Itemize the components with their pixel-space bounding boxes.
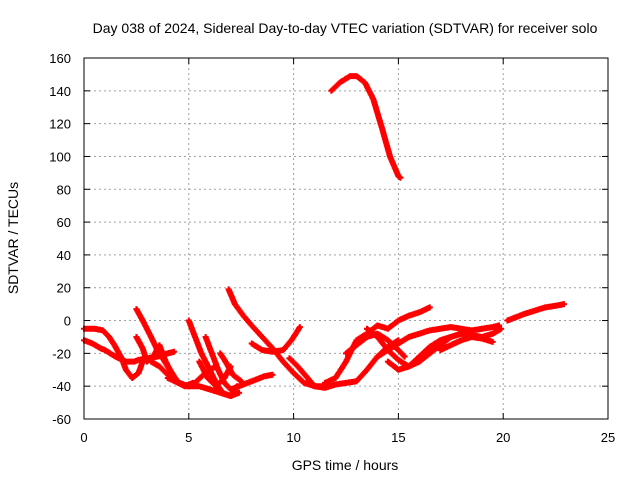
x-tick-label: 15	[391, 430, 405, 445]
chart-title: Day 038 of 2024, Sidereal Day-to-day VTE…	[93, 20, 598, 36]
data-point-markers	[328, 73, 404, 181]
data-series	[196, 358, 234, 390]
y-tick-label: 100	[49, 149, 71, 164]
data-point-markers	[437, 334, 496, 354]
axis-ticks: -60 -40 -20 0 20 40 60 80 100 120 140 160 0 5 10 15 20 25	[49, 51, 615, 445]
y-tick-label: 20	[57, 281, 71, 296]
x-tick-label: 0	[80, 430, 87, 445]
data-series	[248, 324, 303, 355]
plot-frame	[83, 57, 609, 420]
data-point-markers	[322, 304, 433, 386]
grid-lines	[84, 58, 608, 419]
data-series	[374, 322, 502, 360]
y-axis-label: SDTVAR / TECUs	[5, 182, 21, 294]
y-tick-label: 40	[57, 248, 71, 263]
data-point-markers	[374, 322, 502, 360]
data-series	[133, 334, 178, 381]
data-point-markers	[248, 324, 303, 355]
data-series	[328, 73, 404, 181]
y-tick-label: -60	[52, 412, 71, 427]
y-tick-label: 160	[49, 51, 71, 66]
data-marks	[81, 73, 567, 399]
y-tick-label: 80	[57, 182, 71, 197]
data-point-markers	[225, 286, 326, 390]
x-tick-label: 25	[601, 430, 615, 445]
y-tick-label: 140	[49, 84, 71, 99]
y-tick-label: -40	[52, 379, 71, 394]
x-tick-label: 5	[185, 430, 192, 445]
data-series	[437, 334, 496, 354]
y-tick-label: 120	[49, 117, 71, 132]
y-tick-label: 0	[64, 314, 71, 329]
data-series	[322, 304, 433, 386]
x-tick-label: 10	[286, 430, 300, 445]
data-point-markers	[504, 301, 567, 324]
y-tick-label: -20	[52, 346, 71, 361]
x-tick-label: 20	[496, 430, 510, 445]
data-series	[225, 286, 326, 390]
data-point-markers	[133, 334, 178, 381]
x-axis-label: GPS time / hours	[292, 457, 399, 473]
data-series	[504, 301, 567, 324]
data-point-markers	[196, 358, 234, 390]
y-tick-label: 60	[57, 215, 71, 230]
